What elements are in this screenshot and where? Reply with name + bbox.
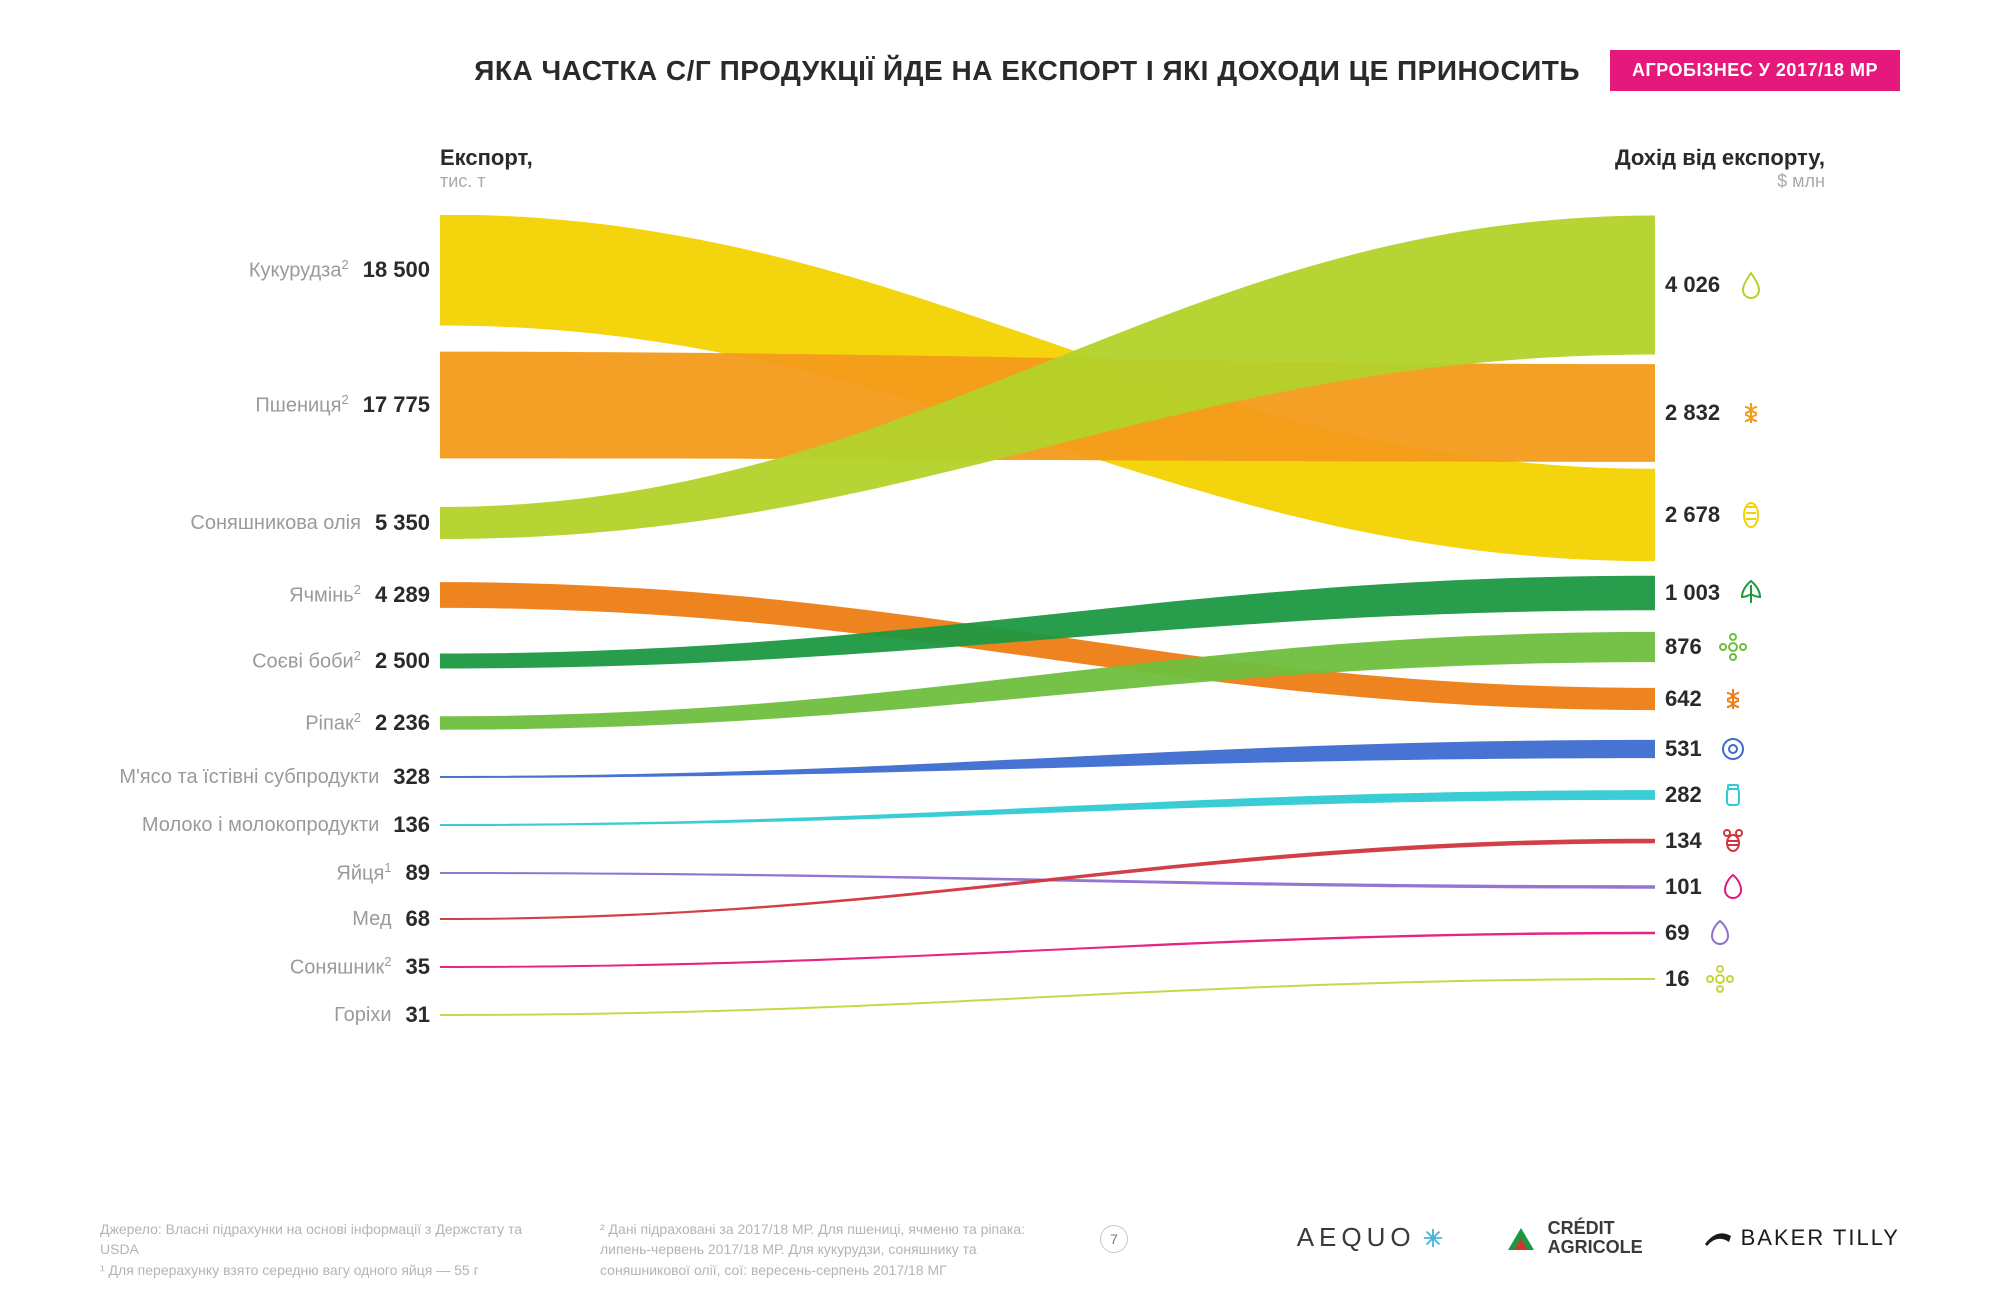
right-col-title: Дохід від експорту,: [1615, 145, 1825, 171]
left-name-barley: Ячмінь2: [289, 582, 361, 608]
source-text: Джерело: Власні підрахунки на основі інф…: [100, 1219, 540, 1260]
left-name-sunoil: Соняшникова олія: [190, 512, 361, 535]
right-value-eggs: 101: [1665, 874, 1702, 900]
right-item-rape: 876: [1665, 630, 1750, 664]
flow-meat: [440, 740, 1655, 778]
left-item-sunflower: Соняшник2 35: [290, 954, 430, 980]
wheat-icon: [1716, 682, 1750, 716]
footer: Джерело: Власні підрахунки на основі інф…: [100, 1219, 1900, 1280]
flow-honey: [440, 839, 1655, 920]
left-name-sunflower: Соняшник2: [290, 954, 392, 980]
right-value-meat: 531: [1665, 736, 1702, 762]
left-col-unit: тис. т: [440, 171, 533, 192]
aequo-logo: AEQUO: [1297, 1219, 1444, 1257]
left-value-barley: 4 289: [375, 582, 430, 608]
left-value-sunoil: 5 350: [375, 510, 430, 536]
left-value-honey: 68: [406, 906, 430, 932]
left-name-meat: М'ясо та їстівні субпродукти: [119, 766, 379, 789]
left-col-title: Експорт,: [440, 145, 533, 171]
credit-agricole-logo: CRÉDITAGRICOLE: [1504, 1219, 1643, 1257]
right-value-sunoil: 4 026: [1665, 272, 1720, 298]
left-value-eggs: 89: [406, 860, 430, 886]
right-item-soy: 1 003: [1665, 576, 1768, 610]
right-value-barley: 642: [1665, 686, 1702, 712]
left-item-milk: Молоко і молокопродукти 136: [142, 812, 430, 838]
right-value-corn: 2 678: [1665, 502, 1720, 528]
right-value-rape: 876: [1665, 634, 1702, 660]
left-value-meat: 328: [393, 764, 430, 790]
flow-nuts: [440, 978, 1655, 1016]
right-value-milk: 282: [1665, 782, 1702, 808]
sankey-chart: Кукурудза2 18 500 Пшениця2 17 775 Соняшник…: [0, 215, 2000, 1095]
right-item-sunoil: 4 026: [1665, 268, 1768, 302]
right-item-nuts: 16: [1665, 962, 1737, 996]
left-value-corn: 18 500: [363, 257, 430, 283]
egg-icon: [1716, 870, 1750, 904]
left-item-wheat: Пшениця2 17 775: [255, 392, 430, 418]
right-item-wheat: 2 832: [1665, 396, 1768, 430]
page-number: 7: [1100, 1225, 1128, 1253]
left-value-milk: 136: [393, 812, 430, 838]
left-name-honey: Мед: [352, 908, 391, 931]
egg-icon: [1703, 916, 1737, 950]
flower-icon: [1716, 630, 1750, 664]
left-value-rape: 2 236: [375, 710, 430, 736]
flow-sunflower: [440, 932, 1655, 968]
flow-milk: [440, 790, 1655, 826]
left-item-corn: Кукурудза2 18 500: [249, 257, 430, 283]
right-item-eggs: 101: [1665, 870, 1750, 904]
right-value-sunflower: 69: [1665, 920, 1689, 946]
footnote-1: ¹ Для перерахунку взято середню вагу одн…: [100, 1260, 540, 1280]
jar-icon: [1716, 778, 1750, 812]
right-value-wheat: 2 832: [1665, 400, 1720, 426]
leaf-icon: [1734, 576, 1768, 610]
left-name-wheat: Пшениця2: [255, 392, 348, 418]
period-badge: АГРОБІЗНЕС У 2017/18 МР: [1610, 50, 1900, 91]
left-value-soy: 2 500: [375, 648, 430, 674]
right-item-barley: 642: [1665, 682, 1750, 716]
left-item-nuts: Горіхи 31: [334, 1002, 430, 1028]
right-item-meat: 531: [1665, 732, 1750, 766]
left-value-sunflower: 35: [406, 954, 430, 980]
left-item-rape: Ріпак2 2 236: [305, 710, 430, 736]
footnote-2: ² Дані підраховані за 2017/18 МР. Для пш…: [600, 1219, 1040, 1280]
right-item-honey: 134: [1665, 824, 1750, 858]
flower-icon: [1703, 962, 1737, 996]
right-value-soy: 1 003: [1665, 580, 1720, 606]
left-item-barley: Ячмінь2 4 289: [289, 582, 430, 608]
page-title: ЯКА ЧАСТКА С/Г ПРОДУКЦІЇ ЙДЕ НА ЕКСПОРТ …: [474, 55, 1580, 87]
meat-icon: [1716, 732, 1750, 766]
drop-icon: [1734, 268, 1768, 302]
right-item-sunflower: 69: [1665, 916, 1737, 950]
wheat-icon: [1734, 396, 1768, 430]
right-item-milk: 282: [1665, 778, 1750, 812]
left-name-eggs: Яйця1: [336, 860, 391, 886]
right-value-nuts: 16: [1665, 966, 1689, 992]
corn-icon: [1734, 498, 1768, 532]
left-item-sunoil: Соняшникова олія 5 350: [190, 510, 430, 536]
sponsor-logos: AEQUO CRÉDITAGRICOLE BAKER TILLY: [1297, 1219, 1900, 1257]
left-value-wheat: 17 775: [363, 392, 430, 418]
baker-tilly-logo: BAKER TILLY: [1703, 1222, 1900, 1254]
left-name-nuts: Горіхи: [334, 1004, 391, 1027]
left-item-eggs: Яйця1 89: [336, 860, 430, 886]
left-name-rape: Ріпак2: [305, 710, 361, 736]
right-col-unit: $ млн: [1615, 171, 1825, 192]
left-name-corn: Кукурудза2: [249, 257, 349, 283]
page-header: ЯКА ЧАСТКА С/Г ПРОДУКЦІЇ ЙДЕ НА ЕКСПОРТ …: [0, 50, 2000, 91]
left-item-honey: Мед 68: [352, 906, 430, 932]
left-item-soy: Соєві боби2 2 500: [252, 648, 430, 674]
left-value-nuts: 31: [406, 1002, 430, 1028]
right-item-corn: 2 678: [1665, 498, 1768, 532]
right-value-honey: 134: [1665, 828, 1702, 854]
left-item-meat: М'ясо та їстівні субпродукти 328: [119, 764, 430, 790]
bee-icon: [1716, 824, 1750, 858]
left-name-milk: Молоко і молокопродукти: [142, 814, 379, 837]
left-name-soy: Соєві боби2: [252, 648, 361, 674]
